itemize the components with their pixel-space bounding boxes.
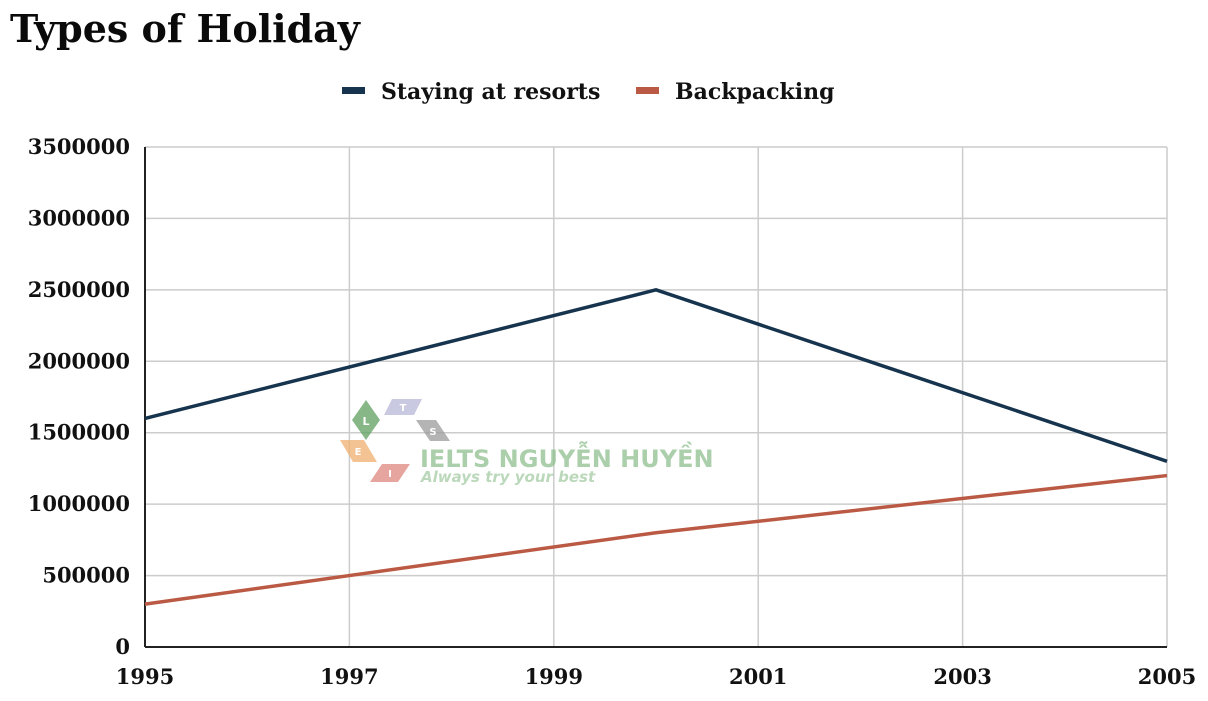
x-tick-label: 2005	[1138, 664, 1196, 689]
y-tick-label: 3500000	[28, 134, 130, 159]
series-line-1	[144, 473, 1168, 606]
x-tick-label: 2003	[933, 664, 991, 689]
watermark-tile-s	[416, 420, 450, 441]
grid-lines	[145, 146, 1168, 647]
watermark-brand: IELTS NGUYỄN HUYỀN	[420, 440, 714, 473]
x-axis-tick-labels: 1995 1997 1999 2001 2003 2005	[116, 664, 1196, 689]
chart-title: Types of Holiday	[10, 6, 361, 51]
legend-swatch	[342, 87, 365, 94]
series-line-0	[144, 288, 1168, 463]
watermark-tile-t	[384, 399, 422, 415]
x-tick-label: 1995	[116, 664, 174, 689]
watermark-letter-s: S	[429, 427, 436, 438]
series-lines	[144, 288, 1168, 606]
watermark-tile-l	[352, 400, 380, 440]
y-tick-label: 2500000	[28, 277, 130, 302]
y-tick-label: 0	[115, 634, 130, 659]
legend-label: Staying at resorts	[381, 79, 600, 105]
y-axis-tick-labels: 0 500000 1000000 1500000 2000000 2500000 30000…	[28, 134, 130, 659]
watermark-letter-t: T	[400, 403, 407, 414]
watermark-tile-i	[370, 464, 410, 482]
watermark-logo: L T S E I IELTS NGUYỄN HUYỀN Always try …	[340, 399, 714, 486]
x-tick-label: 1999	[525, 664, 583, 689]
y-tick-label: 1500000	[28, 420, 130, 445]
axes	[144, 147, 1167, 648]
y-tick-label: 500000	[42, 563, 130, 588]
legend: Staying at resorts Backpacking	[342, 79, 835, 105]
watermark-letter-e: E	[355, 447, 362, 458]
legend-label: Backpacking	[675, 79, 835, 105]
watermark-tile-e	[340, 440, 377, 462]
x-tick-label: 1997	[320, 664, 378, 689]
x-tick-label: 2001	[729, 664, 787, 689]
legend-swatch	[636, 87, 659, 94]
watermark-tagline: Always try your best	[420, 468, 596, 486]
y-tick-label: 1000000	[28, 491, 130, 516]
watermark-letter-i: I	[388, 469, 392, 480]
y-tick-label: 2000000	[28, 348, 130, 373]
y-tick-label: 3000000	[28, 205, 130, 230]
watermark-letter-l: L	[362, 415, 369, 428]
